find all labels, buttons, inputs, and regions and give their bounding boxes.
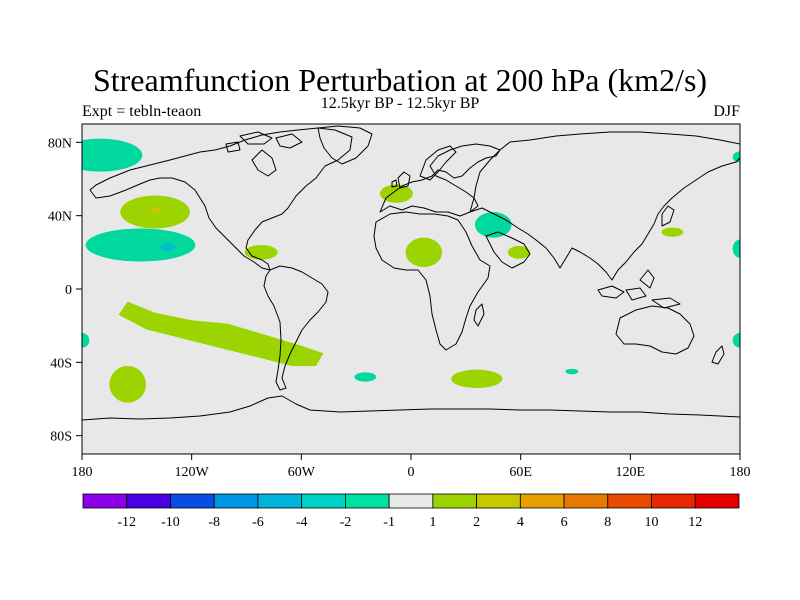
anomaly-ne-pacific-core — [149, 207, 161, 213]
anomaly-east-edge-tropics — [732, 239, 740, 258]
colorbar-label: 4 — [517, 515, 524, 530]
plot-left-string: Expt = tebln-teaon — [82, 103, 202, 120]
lon-tick-label: 120E — [616, 465, 646, 480]
anomaly-north-atlantic — [379, 184, 413, 203]
coastline-british-isles — [391, 171, 411, 189]
plot-title: Streamfunction Perturbation at 200 hPa (… — [92, 62, 708, 98]
axis-ticks: 80N 40N 0 40S 80S 180 120W 60W 0 60E 120E 180 — [48, 136, 751, 480]
colorbar-label: -6 — [252, 515, 264, 530]
colorbar-swatch — [126, 493, 171, 509]
lon-tick-label: 60W — [288, 465, 316, 480]
coastline-canadian-islands — [225, 131, 303, 153]
coastline-layer — [82, 125, 740, 421]
anomaly-nw-pacific — [661, 227, 684, 237]
plot-center-string: 12.5kyr BP - 12.5kyr BP — [320, 95, 480, 112]
anomaly-layer — [82, 138, 740, 403]
coastline-japan — [661, 205, 675, 227]
colorbar-swatch — [694, 493, 740, 509]
lat-tick-label: 40S — [50, 356, 72, 371]
coastline-scandinavia — [419, 145, 457, 181]
coastline-africa — [373, 211, 491, 351]
lon-tick-label: 180 — [730, 465, 751, 480]
colorbar: -12 -10 -8 -6 -4 -2 -1 1 2 4 6 8 10 12 — [82, 493, 740, 530]
anomaly-south-pacific-sw — [109, 366, 146, 403]
lat-tick-label: 80S — [50, 430, 72, 445]
plot-right-string: DJF — [713, 103, 740, 120]
colorbar-label: -12 — [117, 515, 136, 530]
colorbar-swatch — [476, 493, 521, 509]
colorbar-swatch — [519, 493, 565, 509]
colorbar-swatch — [388, 493, 434, 509]
anomaly-south-indian-small — [565, 368, 579, 375]
colorbar-swatch — [257, 493, 303, 509]
colorbar-label: 1 — [429, 515, 436, 530]
coastline-se-asia-islands — [597, 269, 681, 309]
colorbar-label: 2 — [473, 515, 480, 530]
anomaly-n-atlantic-pacific-arctic — [82, 138, 143, 172]
anomaly-subtropical-pacific-low — [85, 228, 196, 262]
anomaly-south-indian — [451, 369, 503, 389]
anomaly-south-atlantic-small — [354, 372, 377, 382]
anomaly-north-africa — [405, 237, 443, 267]
colorbar-swatch — [651, 493, 696, 509]
colorbar-swatch — [432, 493, 478, 509]
coastline-australia — [615, 305, 695, 355]
coastline-madagascar — [473, 303, 485, 327]
colorbar-label: -4 — [296, 515, 308, 530]
colorbar-swatch — [301, 493, 346, 509]
colorbar-swatch — [344, 493, 390, 509]
colorbar-swatch — [607, 493, 652, 509]
coastline-hudson-bay — [251, 149, 277, 177]
lat-tick-label: 80N — [48, 136, 72, 151]
colorbar-label: 10 — [645, 515, 659, 530]
coastline-south-america — [263, 265, 329, 391]
coastline-north-america — [89, 127, 353, 271]
colorbar-label: -2 — [340, 515, 352, 530]
lat-tick-label: 40N — [48, 210, 72, 225]
colorbar-swatch — [563, 493, 609, 509]
colorbar-swatch — [82, 493, 128, 509]
coastline-new-zealand — [711, 345, 725, 365]
colorbar-swatch — [170, 493, 215, 509]
coastline-asia — [469, 131, 740, 281]
coastline-europe — [379, 143, 501, 217]
colorbar-label: 12 — [688, 515, 702, 530]
coastline-greenland — [317, 125, 373, 165]
colorbar-label: 8 — [604, 515, 611, 530]
colorbar-label: -1 — [383, 515, 395, 530]
lon-tick-label: 0 — [408, 465, 415, 480]
anomaly-south-pacific-band — [118, 301, 324, 366]
anomaly-arabia — [507, 245, 530, 259]
colorbar-swatch — [213, 493, 259, 509]
anomaly-subtropical-pacific-core — [160, 242, 176, 252]
anomaly-west-edge-south — [82, 333, 90, 348]
lon-tick-label: 180 — [72, 465, 93, 480]
coastline-arabia — [485, 231, 531, 269]
colorbar-label: -8 — [208, 515, 220, 530]
colorbar-label: -10 — [161, 515, 180, 530]
coastline-antarctica — [82, 395, 740, 421]
lon-tick-label: 120W — [175, 465, 210, 480]
colorbar-label: 6 — [561, 515, 568, 530]
anomaly-east-edge-south — [732, 333, 740, 348]
lat-tick-label: 0 — [65, 283, 72, 298]
lon-tick-label: 60E — [509, 465, 532, 480]
